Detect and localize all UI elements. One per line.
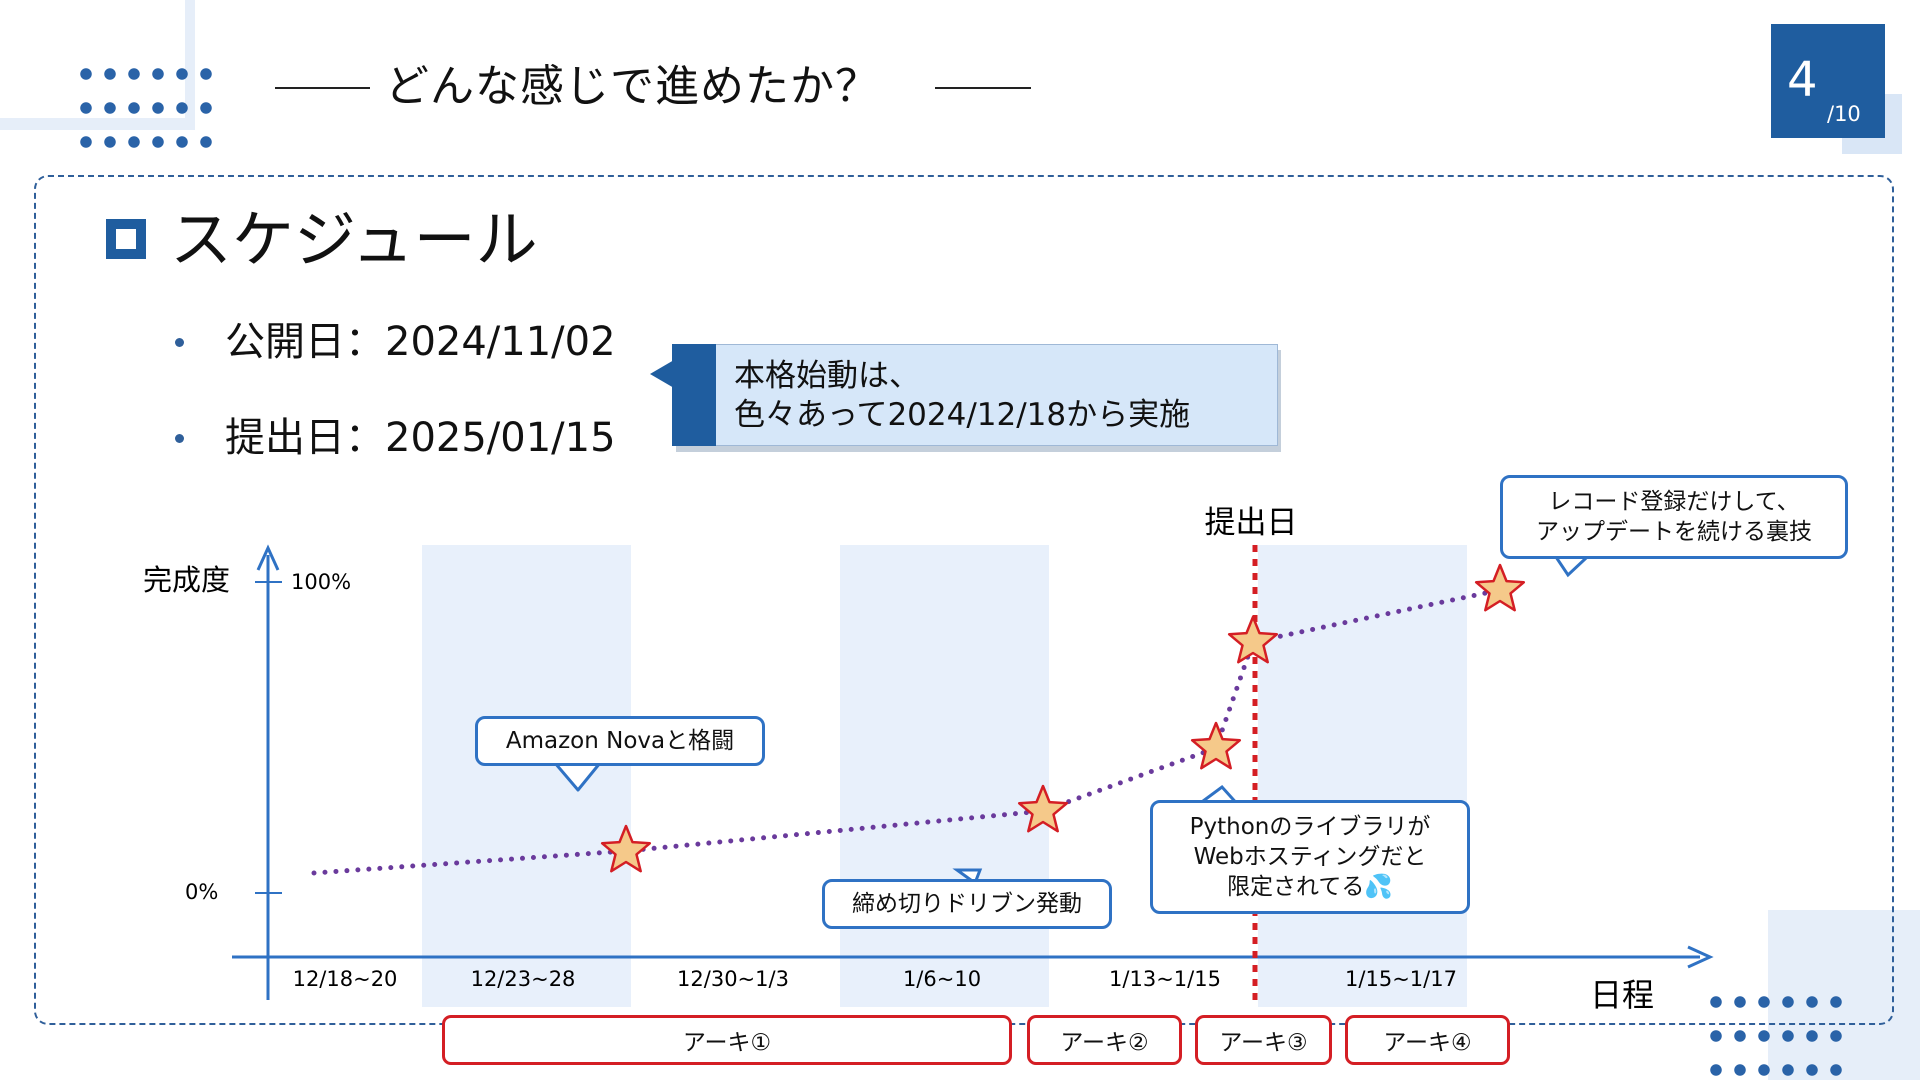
x-tick-label: 12/18~20	[293, 967, 398, 991]
page-total: /10	[1827, 102, 1861, 126]
y-tick-label: 100%	[291, 570, 351, 594]
y-axis-arrow	[256, 544, 280, 571]
milestone-star-icon	[1017, 784, 1069, 833]
highlight-band	[1258, 545, 1467, 1007]
start-note-callout	[672, 344, 1278, 446]
dot-pattern-decoration	[74, 57, 218, 159]
note-accent-bar	[672, 344, 716, 446]
section-heading: スケジュール	[170, 203, 538, 276]
dot-pattern-decoration	[1704, 985, 1848, 1080]
highlight-band	[840, 545, 1049, 1007]
milestone-star-icon	[1474, 563, 1526, 612]
annotation-bubble: レコード登録だけして、 アップデートを続ける裏技	[1500, 475, 1848, 559]
y-axis-label: 完成度	[143, 563, 230, 597]
milestone-star-icon	[1227, 615, 1279, 664]
y-tick-label: 0%	[185, 880, 218, 904]
title-rule-right	[935, 87, 1031, 89]
deadline-label: 提出日	[1205, 505, 1298, 541]
bullet-dot	[175, 434, 184, 443]
x-axis-arrow	[1687, 945, 1714, 969]
annotation-text: 締め切りドリブン発動	[852, 891, 1082, 917]
annotation-bubble: Amazon Novaと格闘	[475, 716, 765, 766]
x-axis-label: 日程	[1590, 976, 1654, 1014]
architecture-phase-2: アーキ②	[1027, 1015, 1182, 1065]
milestone-star-icon	[1190, 721, 1242, 770]
annotation-text: Pythonのライブラリが	[1189, 814, 1431, 840]
deadline-date-item: 提出日：2025/01/15	[225, 415, 616, 461]
note-pointer	[650, 360, 674, 388]
bullet-dot	[175, 338, 184, 347]
x-tick-label: 12/23~28	[471, 967, 576, 991]
highlight-band	[422, 545, 631, 1007]
annotation-text: レコード登録だけして、	[1548, 489, 1800, 515]
x-tick-label: 1/13~1/15	[1109, 967, 1221, 991]
annotation-text: 限定されてる💦	[1227, 874, 1393, 900]
annotation-text: Amazon Novaと格闘	[505, 728, 735, 754]
slide-title: どんな感じで進めたか？	[385, 61, 880, 112]
annotation-text: アップデートを続ける裏技	[1536, 519, 1812, 545]
note-line: 本格始動は、	[734, 358, 920, 394]
page-number-badge: 4 /10	[1771, 24, 1885, 138]
release-date-item: 公開日：2024/11/02	[225, 319, 616, 365]
annotation-bubble: 締め切りドリブン発動	[822, 879, 1112, 929]
note-line: 色々あって2024/12/18から実施	[734, 397, 1191, 433]
title-rule-left	[275, 87, 370, 89]
x-tick-label: 1/15~1/17	[1345, 967, 1457, 991]
page-number: 4	[1787, 52, 1818, 108]
progress-trend-line	[311, 587, 1503, 876]
architecture-phase-3: アーキ③	[1195, 1015, 1332, 1065]
x-tick-label: 12/30~1/3	[677, 967, 789, 991]
x-tick-label: 1/6~10	[903, 967, 981, 991]
section-bullet-icon	[106, 219, 146, 259]
annotation-text: Webホスティングだと	[1193, 844, 1427, 870]
architecture-phase-1: アーキ①	[442, 1015, 1012, 1065]
annotation-bubble: Pythonのライブラリが Webホスティングだと 限定されてる💦	[1150, 800, 1470, 914]
milestone-star-icon	[600, 824, 652, 873]
architecture-phase-4: アーキ④	[1345, 1015, 1510, 1065]
